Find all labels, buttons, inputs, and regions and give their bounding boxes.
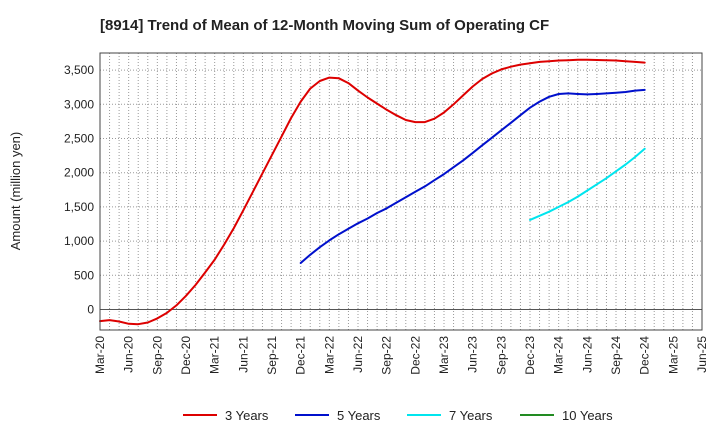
y-tick-label: 2,000 bbox=[64, 166, 94, 180]
x-axis-ticks: Mar-20 Jun-20 Sep-20 Dec-20 Mar-21 Jun-21 Sep-… bbox=[93, 336, 709, 375]
x-tick-label: Mar-22 bbox=[322, 336, 336, 374]
x-tick-label: Mar-20 bbox=[93, 336, 107, 374]
y-axis-label: Amount (million yen) bbox=[8, 132, 23, 251]
x-tick-label: Dec-20 bbox=[179, 336, 193, 375]
x-tick-label: Mar-25 bbox=[666, 336, 680, 374]
y-tick-label: 3,500 bbox=[64, 63, 94, 77]
x-tick-label: Jun-20 bbox=[122, 336, 136, 373]
chart-title: [8914] Trend of Mean of 12-Month Moving … bbox=[100, 17, 549, 34]
y-tick-label: 1,000 bbox=[64, 234, 94, 248]
legend: 3 Years 5 Years 7 Years 10 Years bbox=[183, 408, 613, 423]
x-tick-label: Dec-23 bbox=[523, 336, 537, 375]
x-tick-label: Jun-22 bbox=[351, 336, 365, 373]
x-tick-label: Sep-24 bbox=[609, 336, 623, 375]
x-tick-label: Sep-21 bbox=[265, 336, 279, 375]
x-tick-label: Mar-24 bbox=[552, 336, 566, 374]
x-tick-label: Jun-24 bbox=[580, 336, 594, 373]
series-line-7-years bbox=[529, 147, 646, 221]
x-tick-label: Dec-24 bbox=[638, 336, 652, 375]
y-tick-label: 500 bbox=[74, 268, 94, 282]
legend-label: 3 Years bbox=[225, 408, 269, 423]
series-line-5-years bbox=[299, 88, 646, 264]
x-tick-label: Jun-23 bbox=[466, 336, 480, 373]
x-tick-label: Sep-20 bbox=[150, 336, 164, 375]
y-tick-label: 3,000 bbox=[64, 97, 94, 111]
legend-label: 5 Years bbox=[337, 408, 381, 423]
series-line-3-years bbox=[99, 58, 646, 326]
x-tick-label: Mar-21 bbox=[208, 336, 222, 374]
y-tick-label: 2,500 bbox=[64, 131, 94, 145]
x-tick-label: Sep-23 bbox=[494, 336, 508, 375]
grid bbox=[100, 53, 702, 330]
series-lines bbox=[99, 58, 646, 326]
y-axis-ticks: 0 500 1,000 1,500 2,000 2,500 3,000 3,500 bbox=[64, 63, 94, 316]
x-tick-label: Sep-22 bbox=[380, 336, 394, 375]
x-tick-label: Mar-23 bbox=[437, 336, 451, 374]
legend-label: 10 Years bbox=[562, 408, 613, 423]
x-tick-label: Dec-22 bbox=[408, 336, 422, 375]
x-tick-label: Jun-21 bbox=[236, 336, 250, 373]
y-tick-label: 0 bbox=[87, 302, 94, 316]
legend-label: 7 Years bbox=[449, 408, 493, 423]
y-tick-label: 1,500 bbox=[64, 200, 94, 214]
plot-area bbox=[99, 52, 703, 331]
x-tick-label: Dec-21 bbox=[294, 336, 308, 375]
x-tick-label: Jun-25 bbox=[695, 336, 709, 373]
